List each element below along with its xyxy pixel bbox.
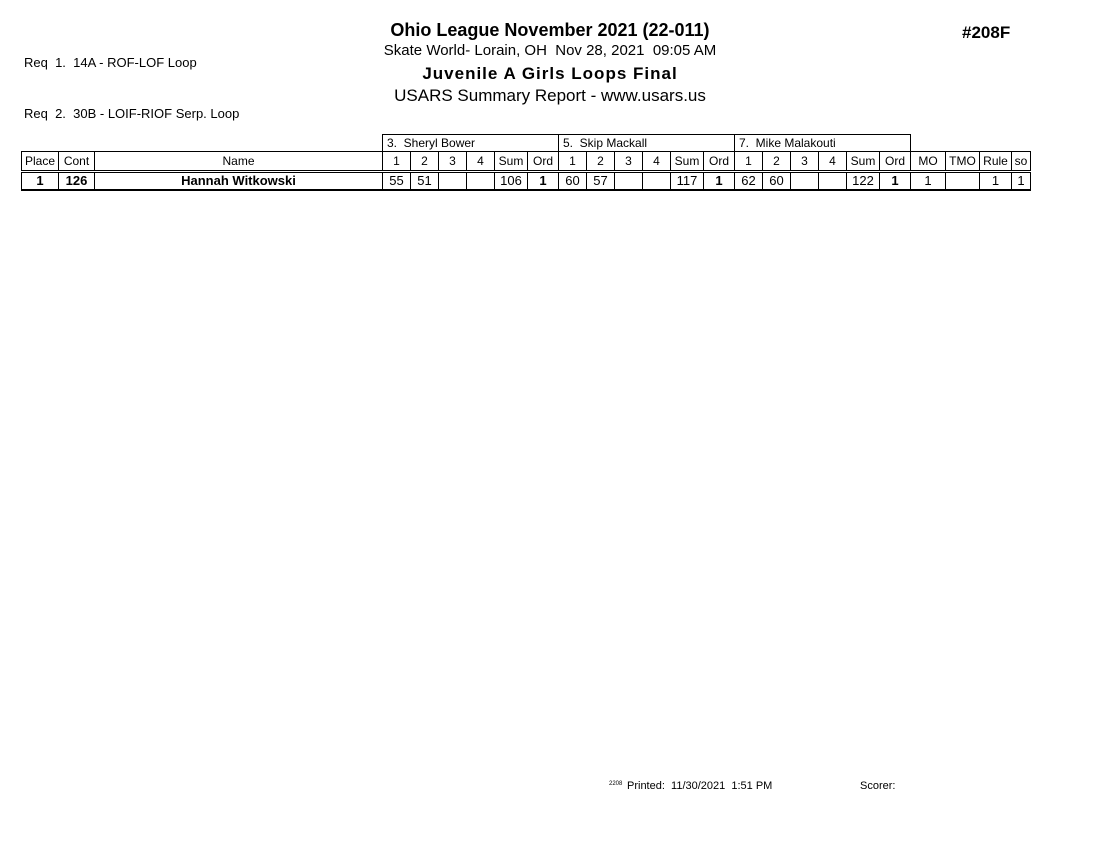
column-header-row: Place Cont Name 1 2 3 4 Sum Ord 1 2 3 4 … — [21, 151, 1031, 173]
req-line-2: Req 2. 30B - LOIF-RIOF Serp. Loop — [24, 106, 240, 121]
cell-skater-name: Hannah Witkowski — [94, 171, 383, 191]
header-cell-tmo: TMO — [945, 151, 980, 173]
judge-2-header-ord: Ord — [703, 151, 735, 173]
event-title: Juvenile A Girls Loops Final — [422, 64, 678, 83]
judge-1-header-score-1: 1 — [382, 151, 411, 173]
judge-header-row: 3. Sheryl Bower 5. Skip Mackall 7. Mike … — [21, 134, 1031, 152]
judge-3-ord: 1 — [879, 171, 911, 191]
judge-2-header-score-3: 3 — [614, 151, 643, 173]
judge-3-name: 7. Mike Malakouti — [734, 134, 911, 152]
printed-timestamp: Printed: 11/30/2021 1:51 PM — [627, 780, 773, 792]
req-line-1: Req 1. 14A - ROF-LOF Loop — [24, 55, 197, 70]
judge-1-score-3 — [438, 171, 467, 191]
header-cell-mo: MO — [910, 151, 946, 173]
cell-place: 1 — [21, 171, 59, 191]
judge-row-right-spacer — [910, 134, 1031, 152]
judge-1-score-2: 51 — [410, 171, 439, 191]
judge-1-sum: 106 — [494, 171, 528, 191]
judge-3-header-score-1: 1 — [734, 151, 763, 173]
judge-3-header-ord: Ord — [879, 151, 911, 173]
report-footer: 2208 Printed: 11/30/2021 1:51 PM Scorer: — [0, 780, 1100, 796]
judge-1-header-score-4: 4 — [466, 151, 495, 173]
judge-1-header-score-3: 3 — [438, 151, 467, 173]
judge-2-header-score-1: 1 — [558, 151, 587, 173]
judge-2-score-1: 60 — [558, 171, 587, 191]
judge-1-header-ord: Ord — [527, 151, 559, 173]
competition-title: Ohio League November 2021 (22-011) — [390, 20, 710, 40]
judge-3-score-1: 62 — [734, 171, 763, 191]
judge-2-score-2: 57 — [586, 171, 615, 191]
judge-1-header-score-2: 2 — [410, 151, 439, 173]
judge-2-score-3 — [614, 171, 643, 191]
cell-tmo — [945, 171, 980, 191]
judge-3-score-2: 60 — [762, 171, 791, 191]
report-header: Ohio League November 2021 (22-011) Skate… — [0, 20, 1100, 106]
header-cell-place: Place — [21, 151, 59, 173]
judge-2-header-score-2: 2 — [586, 151, 615, 173]
judge-3-header-score-3: 3 — [790, 151, 819, 173]
judge-1-score-1: 55 — [382, 171, 411, 191]
judge-3-sum: 122 — [846, 171, 880, 191]
judge-row-left-spacer — [21, 134, 383, 152]
header-cell-cont: Cont — [58, 151, 95, 173]
scorer-label: Scorer: — [860, 780, 896, 792]
judge-2-ord: 1 — [703, 171, 735, 191]
header-cell-so: so — [1011, 151, 1031, 173]
judge-2-score-4 — [642, 171, 671, 191]
judge-3-score-4 — [818, 171, 847, 191]
judge-2-header-sum: Sum — [670, 151, 704, 173]
judge-1-score-4 — [466, 171, 495, 191]
judge-2-header-score-4: 4 — [642, 151, 671, 173]
header-cell-name: Name — [94, 151, 383, 173]
results-table: 3. Sheryl Bower 5. Skip Mackall 7. Mike … — [21, 134, 1031, 191]
cell-so: 1 — [1011, 171, 1031, 191]
judge-2-sum: 117 — [670, 171, 704, 191]
requirements-block: Req 1. 14A - ROF-LOF Loop Req 2. 30B - L… — [24, 20, 239, 156]
judge-1-name: 3. Sheryl Bower — [382, 134, 559, 152]
judge-3-header-score-2: 2 — [762, 151, 791, 173]
cell-mo: 1 — [910, 171, 946, 191]
judge-2-name: 5. Skip Mackall — [558, 134, 735, 152]
cell-rule: 1 — [979, 171, 1012, 191]
judge-1-header-sum: Sum — [494, 151, 528, 173]
cell-cont: 126 — [58, 171, 95, 191]
software-version: 2208 — [609, 781, 623, 787]
report-type-line: USARS Summary Report - www.usars.us — [394, 86, 706, 105]
judge-3-score-3 — [790, 171, 819, 191]
table-row: 1 126 Hannah Witkowski 55 51 106 1 60 57… — [21, 171, 1031, 191]
venue-date-line: Skate World- Lorain, OH Nov 28, 2021 09:… — [383, 42, 717, 59]
header-cell-rule: Rule — [979, 151, 1012, 173]
judge-3-header-score-4: 4 — [818, 151, 847, 173]
event-number: #208F — [962, 23, 1011, 42]
judge-1-ord: 1 — [527, 171, 559, 191]
judge-3-header-sum: Sum — [846, 151, 880, 173]
